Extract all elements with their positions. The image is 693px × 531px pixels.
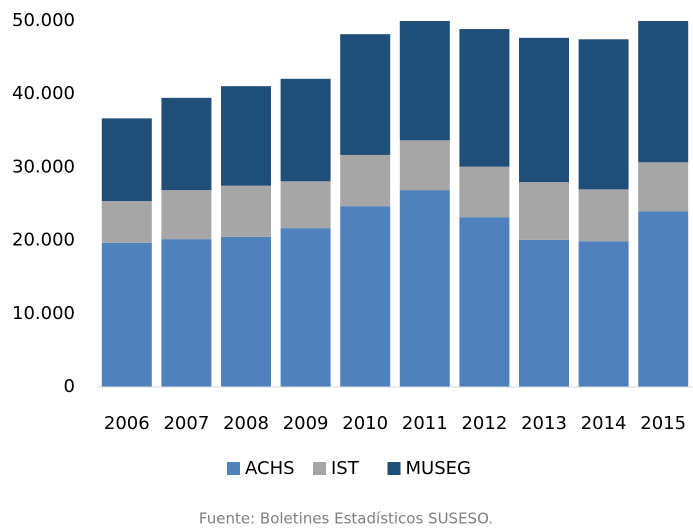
bar-segment bbox=[519, 37, 569, 183]
bar-segment bbox=[221, 86, 271, 186]
y-tick-label: 10.000 bbox=[12, 303, 75, 324]
y-tick-label: 20.000 bbox=[12, 230, 75, 251]
x-tick-label: 2008 bbox=[223, 413, 269, 434]
legend-swatch bbox=[227, 462, 240, 475]
bar-segment bbox=[399, 21, 450, 141]
legend-swatch bbox=[387, 462, 401, 475]
bar-segment bbox=[161, 239, 212, 387]
bar-segment bbox=[221, 185, 271, 237]
y-tick-label: 50.000 bbox=[12, 10, 75, 31]
bar-segment bbox=[578, 189, 629, 242]
bar-segment bbox=[459, 217, 510, 387]
bar-segment bbox=[280, 181, 331, 229]
bar-segment bbox=[101, 118, 152, 202]
x-tick-label: 2007 bbox=[163, 413, 209, 434]
x-tick-label: 2015 bbox=[640, 413, 686, 434]
bar-segment bbox=[101, 201, 152, 243]
x-tick-label: 2010 bbox=[342, 413, 388, 434]
x-tick-label: 2011 bbox=[402, 413, 448, 434]
bar-segment bbox=[459, 29, 510, 167]
legend-label: ACHS bbox=[245, 458, 295, 479]
y-tick-label: 0 bbox=[64, 376, 75, 397]
bar-segment bbox=[161, 97, 212, 191]
bar-segment bbox=[280, 228, 331, 387]
bar-segment bbox=[101, 242, 152, 387]
x-tick-label: 2009 bbox=[283, 413, 329, 434]
bar-segment bbox=[578, 241, 629, 387]
legend-label: IST bbox=[331, 458, 360, 479]
bar-segment bbox=[638, 211, 689, 387]
legend-label: MUSEG bbox=[406, 458, 471, 479]
bar-segment bbox=[221, 236, 271, 387]
bar-segment bbox=[340, 154, 391, 207]
bar-segment bbox=[459, 166, 510, 218]
bar-segment bbox=[399, 190, 450, 387]
bar-segment bbox=[340, 206, 391, 387]
y-tick-label: 40.000 bbox=[12, 83, 75, 104]
y-tick-label: 30.000 bbox=[12, 156, 75, 177]
legend-swatch bbox=[313, 462, 326, 475]
x-tick-label: 2012 bbox=[461, 413, 507, 434]
bar-segment bbox=[161, 190, 212, 240]
bar-segment bbox=[399, 140, 450, 191]
x-tick-label: 2013 bbox=[521, 413, 567, 434]
bar-segment bbox=[340, 34, 391, 155]
bar-segment bbox=[519, 182, 569, 240]
bar-segment bbox=[578, 39, 629, 190]
bar-segment bbox=[280, 78, 331, 182]
bar-segment bbox=[519, 239, 569, 387]
bar-segment bbox=[638, 21, 689, 163]
bar-segment bbox=[638, 162, 689, 212]
x-tick-label: 2014 bbox=[581, 413, 627, 434]
x-tick-label: 2006 bbox=[104, 413, 150, 434]
source-note: Fuente: Boletines Estadísticos SUSESO. bbox=[199, 510, 493, 528]
